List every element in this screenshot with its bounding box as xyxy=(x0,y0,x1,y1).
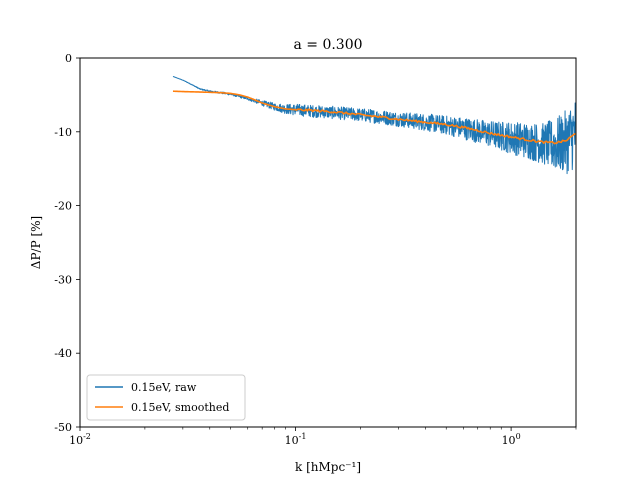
series-layer xyxy=(172,75,576,175)
x-tick-base: 10 xyxy=(502,434,516,447)
x-axis-ticks: 10-2 10-1 100 xyxy=(69,427,577,447)
y-tick-label: -30 xyxy=(54,273,72,286)
legend-entry: 0.15eV, raw xyxy=(131,381,197,394)
y-tick-label: -40 xyxy=(54,347,72,360)
y-tick-label: -50 xyxy=(54,421,72,434)
legend: 0.15eV, raw 0.15eV, smoothed xyxy=(86,374,246,421)
y-tick-label: 0 xyxy=(65,52,72,65)
plot-area xyxy=(79,57,577,428)
x-tick-exponent: -1 xyxy=(299,432,307,441)
chart-title: a = 0.300 xyxy=(293,37,362,53)
legend-entry: 0.15eV, smoothed xyxy=(131,401,229,414)
plot-frame xyxy=(79,57,577,428)
y-axis-ticks: 0 -10 -20 -30 -40 -50 xyxy=(54,52,80,434)
x-axis-label: k [hMpc⁻¹] xyxy=(295,460,361,474)
x-tick-exponent: 0 xyxy=(516,432,521,441)
legend-box xyxy=(86,374,246,421)
x-tick-label: 10-2 xyxy=(69,432,91,447)
x-tick-label: 100 xyxy=(502,432,521,447)
plot-background xyxy=(80,58,576,427)
x-tick-base: 10 xyxy=(285,434,299,447)
y-tick-label: -10 xyxy=(54,126,72,139)
y-tick-label: -20 xyxy=(54,200,72,213)
y-axis-label: ΔP/P [%] xyxy=(29,216,43,269)
x-tick-base: 10 xyxy=(69,434,83,447)
series-line-0 xyxy=(172,75,576,175)
x-tick-exponent: -2 xyxy=(83,432,91,441)
series-line-1 xyxy=(172,90,576,145)
x-tick-label: 10-1 xyxy=(285,432,307,447)
